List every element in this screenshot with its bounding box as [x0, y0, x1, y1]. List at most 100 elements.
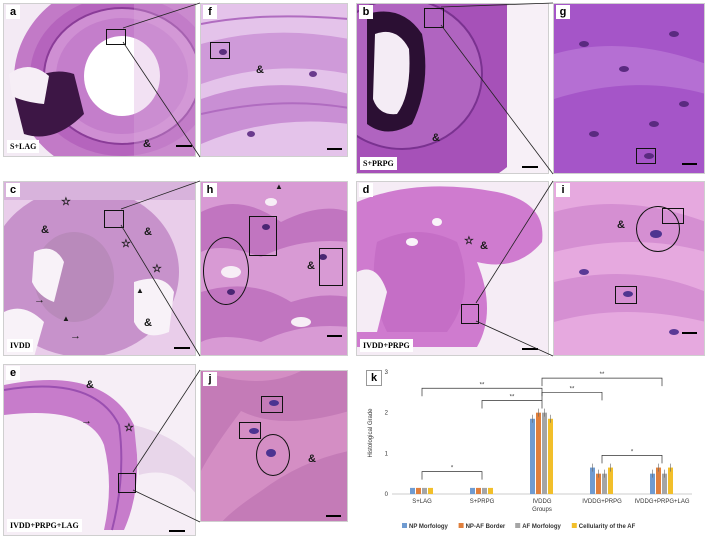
arrow-mark: → [34, 294, 45, 306]
star-mark: ☆ [61, 196, 71, 208]
star-mark: ☆ [124, 422, 134, 434]
inset-box-b [424, 8, 444, 28]
panel-letter-g: g [556, 5, 570, 19]
significance-label: * [451, 466, 454, 472]
legend-label: Cellularity of the AF [579, 524, 636, 530]
bar [542, 412, 547, 494]
amp-mark: & [144, 226, 152, 238]
amp-mark: & [86, 379, 94, 391]
cell-box-i [662, 208, 684, 224]
significance-bracket [421, 387, 543, 397]
amp-mark: & [617, 219, 625, 231]
significance-label: ** [600, 372, 605, 378]
bar [482, 487, 487, 494]
inset-box-a [106, 29, 126, 45]
panel-a-tissue [4, 4, 195, 156]
condition-label-b: S+PRPG [360, 157, 397, 170]
x-category-label: IVDDG+PRPG+LAG [634, 499, 689, 505]
cell-box-i [615, 286, 637, 304]
panel-letter-c: c [6, 183, 20, 197]
amp-mark: & [256, 64, 264, 76]
legend-swatch [458, 523, 464, 528]
scale-bar-c [174, 347, 190, 349]
panel-b-tissue [357, 4, 548, 173]
bar [410, 487, 415, 494]
bar [602, 473, 607, 494]
inset-box-d [461, 304, 479, 324]
y-tick-label: 0 [385, 492, 389, 498]
significance-bracket [541, 377, 663, 387]
scale-bar-b [522, 166, 538, 168]
panel-letter-k: k [366, 370, 382, 386]
bar [470, 487, 475, 494]
inset-box-e [118, 473, 136, 493]
x-category-label: S+LAG [412, 499, 432, 505]
bar [488, 487, 493, 494]
scale-bar-j [326, 515, 341, 517]
panel-e-image: & → ☆ e IVDD+PRPG+LAG [3, 364, 196, 536]
scale-bar-f [327, 148, 342, 150]
significance-bracket [421, 471, 483, 480]
panel-a-image: & a S+LAG [3, 3, 196, 157]
panel-letter-e: e [6, 366, 20, 380]
x-axis-label: Groups [532, 507, 552, 513]
legend-label: NP-AF Border [466, 524, 506, 530]
bar [590, 467, 595, 494]
scale-bar-g [682, 163, 697, 165]
amp-mark: & [143, 138, 151, 150]
bar [422, 487, 427, 494]
cell-box-g [636, 148, 656, 164]
bar [608, 467, 613, 494]
legend-label: AF Morfology [522, 524, 561, 530]
cell-box-j [239, 422, 261, 439]
panel-f-image: & f [200, 3, 348, 157]
panel-letter-j: j [203, 372, 217, 386]
condition-label-a: S+LAG [7, 140, 40, 153]
amp-mark: & [144, 317, 152, 329]
arrow-mark: → [81, 415, 92, 427]
arrowhead-mark: ▲ [62, 314, 70, 323]
panel-g-image: g [553, 3, 705, 174]
x-category-label: S+PRPG [470, 499, 495, 505]
bar [650, 473, 655, 494]
significance-bracket [481, 400, 543, 409]
panel-letter-i: i [556, 183, 570, 197]
histological-grade-bar-chart: Histological Grade 0 1 2 3 S+LAG S+PRPG IVDDG IV… [368, 370, 692, 530]
bar [596, 473, 601, 494]
arrow-mark: → [70, 330, 81, 342]
panel-j-image: & j [200, 370, 348, 522]
bar [476, 487, 481, 494]
bar [428, 487, 433, 494]
cell-box-f [210, 42, 230, 59]
amp-mark: & [432, 132, 440, 144]
cell-box-h [249, 216, 277, 256]
y-axis-label: Histological Grade [368, 408, 374, 458]
scale-bar-i [682, 332, 697, 334]
significance-bracket [541, 391, 603, 401]
significance-label: ** [570, 386, 575, 392]
legend-label: NP Morfology [409, 524, 449, 530]
bar [662, 473, 667, 494]
star-mark: ☆ [464, 235, 474, 247]
panel-f-tissue [201, 4, 347, 156]
circle-annotation-j [256, 434, 290, 476]
arrowhead-mark: ▲ [275, 182, 283, 191]
bar [530, 418, 535, 494]
condition-label-c: IVDD [7, 339, 34, 352]
panel-i-image: & i [553, 181, 705, 356]
panel-letter-h: h [203, 183, 217, 197]
panel-b-image: & b S+PRPG [356, 3, 549, 174]
significance-label: * [631, 449, 634, 455]
inset-box-c [104, 210, 124, 228]
bar [548, 418, 553, 494]
panel-letter-b: b [359, 5, 373, 19]
cell-box-h [319, 248, 343, 286]
panel-c-image: ☆ ☆ ☆ & & & ▲ ▲ → → c IVDD [3, 181, 196, 356]
panel-letter-a: a [6, 5, 20, 19]
panel-d-image: ☆ & d IVDD+PRPG [356, 181, 549, 356]
x-category-label: IVDDG+PRPG [582, 499, 622, 505]
scale-bar-d [522, 348, 538, 350]
panel-h-image: & ▲ h [200, 181, 348, 356]
bar [668, 467, 673, 494]
amp-mark: & [41, 224, 49, 236]
